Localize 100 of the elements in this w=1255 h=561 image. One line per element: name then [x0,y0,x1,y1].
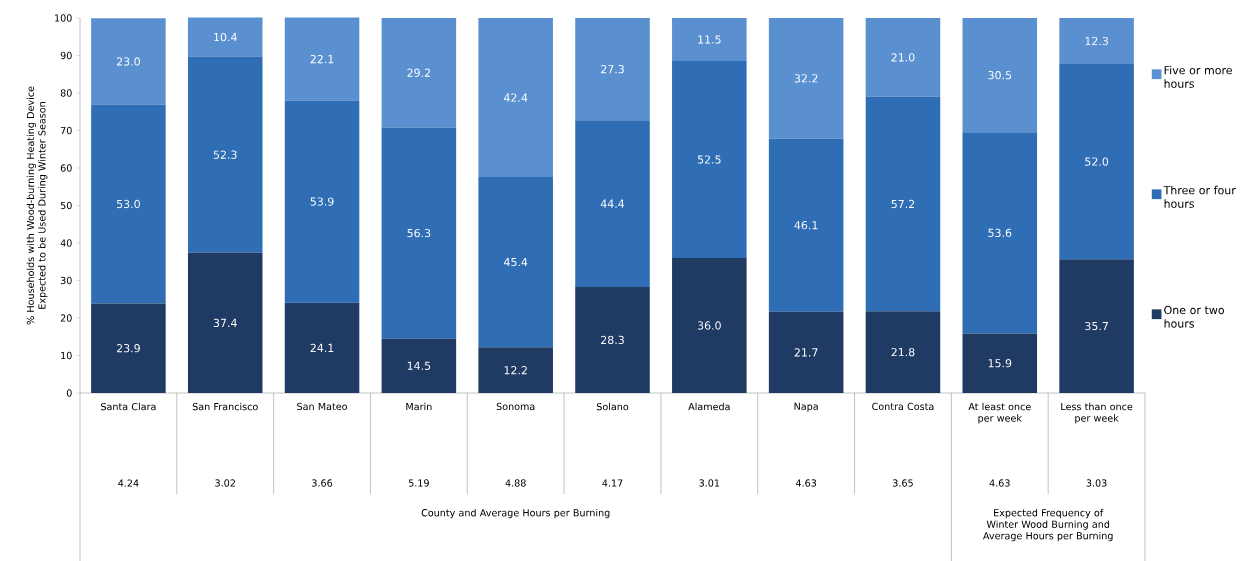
y-tick-label: 40 [60,239,72,247]
x-tick-label: Alameda [688,402,730,411]
data-label: 23.0 [116,57,140,66]
bar [91,303,166,393]
y-tick-label: 0 [66,389,72,397]
data-label: 32.2 [794,74,818,83]
bar [284,100,360,303]
bar [478,177,553,348]
bar [962,333,1038,393]
bar [962,132,1038,334]
legend-label: One or two hours [1164,305,1225,328]
data-label: 11.5 [698,35,721,44]
x-tick-label: Contra Costa [872,402,934,411]
bar [865,18,941,97]
x-tick-label: Sonoma [496,402,535,411]
x-tick-label: Napa [794,402,818,412]
bar [381,18,457,128]
data-label: 21.0 [891,53,915,62]
bar [187,17,263,57]
data-label: 29.2 [407,68,430,77]
y-tick-label: 30 [60,276,72,285]
text: 4.17 [602,479,623,487]
data-label: 37.4 [213,318,237,328]
data-label: 52.0 [1085,157,1109,166]
y-tick-label: 10 [61,351,72,360]
data-label: 52.5 [697,155,721,164]
data-label: 52.3 [213,150,237,159]
legend-label: Five or more hours [1164,65,1232,88]
data-label: 15.9 [988,359,1012,368]
y-axis-title: % Households with Wood-burning Heating Device Expected to be Used During Winter Season [26,86,48,325]
bar [962,18,1038,133]
data-label: 46.1 [794,221,818,230]
bar [284,17,360,101]
data-label: 56.3 [407,228,431,238]
bar [91,18,166,105]
y-tick-label: 70 [60,126,72,135]
y-tick-label: 80 [60,89,72,97]
x-tick-label: Solano [596,402,629,411]
x-tick-label: Less than once per week [1061,402,1133,424]
bar [672,258,747,393]
data-label: 12.2 [504,366,527,375]
bar [768,138,844,312]
text: 4.24 [118,479,139,487]
bar [575,18,650,121]
text: County and Average Hours per Burning [421,508,610,519]
data-label: 35.7 [1085,321,1108,331]
data-label: 21.8 [891,347,915,357]
data-label: 24.1 [310,343,334,352]
bar [91,104,166,304]
text: Expected Frequency of Winter Wood Burning and Average Hours per Burning [983,508,1113,542]
bar [187,252,263,393]
text: 3.03 [1086,479,1107,487]
x-tick-label: Marin [406,402,432,411]
data-label: 23.9 [116,344,140,353]
data-label: 22.1 [310,54,334,64]
x-tick-label: Santa Clara [101,402,156,411]
data-label: 27.3 [601,65,624,74]
data-label: 44.4 [600,199,625,208]
legend-label: Three or four hours [1163,185,1236,208]
data-label: 53.6 [988,228,1012,238]
bar [284,302,360,393]
bar [865,96,941,312]
data-label: 45.4 [503,258,528,267]
text: 4.63 [795,479,817,487]
text: 3.01 [699,479,720,487]
data-label: 53.0 [117,199,140,209]
y-tick-label: 50 [60,201,72,210]
text: 4.63 [989,479,1010,487]
text: 3.65 [893,479,913,487]
bar [381,338,457,393]
bar [478,18,553,177]
bar [575,286,650,393]
bar [381,127,457,339]
bar [865,311,941,393]
x-tick-label: San Mateo [297,402,347,411]
bar [672,18,747,62]
data-label: 53.9 [310,197,334,206]
bar [478,347,553,393]
text: 3.02 [215,479,235,487]
data-label: 30.5 [988,71,1012,80]
y-tick-label: 100 [55,14,72,22]
data-label: 57.2 [891,199,915,209]
data-label: 28.3 [601,335,624,345]
bar [1059,18,1134,65]
y-tick-label: 20 [60,314,72,322]
bar [1059,64,1134,260]
bar [672,61,747,258]
x-tick-label: San Francisco [192,402,258,411]
data-label: 36.0 [697,321,721,330]
text: 3.66 [312,479,333,487]
data-label: 21.7 [794,348,818,357]
data-label: 12.3 [1085,36,1108,46]
data-label: 10.4 [214,32,237,42]
x-tick-label: At least once per week [968,402,1031,424]
data-label: 42.4 [503,93,528,102]
bar [575,120,650,287]
bar [768,311,844,393]
bar [1059,259,1134,393]
bar [187,56,263,253]
bar [768,18,844,139]
